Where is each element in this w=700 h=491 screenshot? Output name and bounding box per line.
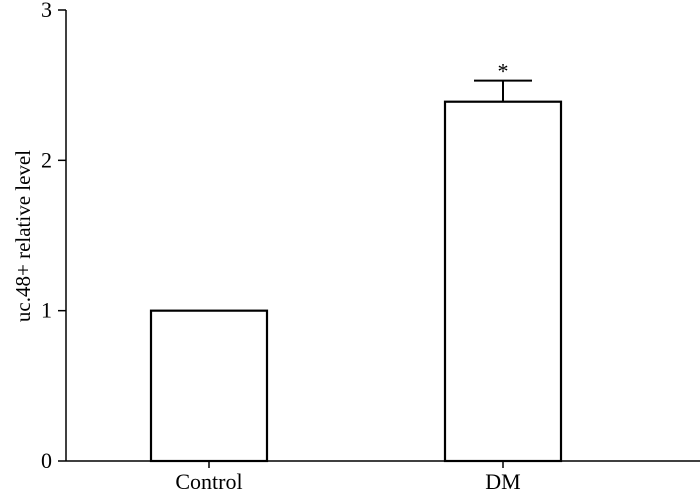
bars-group: * bbox=[149, 59, 563, 463]
significance-marker: * bbox=[498, 59, 509, 84]
x-tick-label: Control bbox=[175, 469, 242, 491]
y-axis: 0 1 2 3 bbox=[41, 0, 67, 473]
bar-control bbox=[149, 309, 269, 463]
bar-dm bbox=[443, 100, 563, 463]
x-axis: Control DM bbox=[66, 460, 700, 491]
y-axis-label: uc.48+ relative level bbox=[11, 150, 35, 322]
y-tick-label: 2 bbox=[41, 147, 52, 172]
y-tick-label: 1 bbox=[41, 298, 52, 323]
y-tick-label: 3 bbox=[41, 0, 52, 22]
x-tick-label: DM bbox=[485, 469, 520, 491]
y-tick-label: 0 bbox=[41, 448, 52, 473]
